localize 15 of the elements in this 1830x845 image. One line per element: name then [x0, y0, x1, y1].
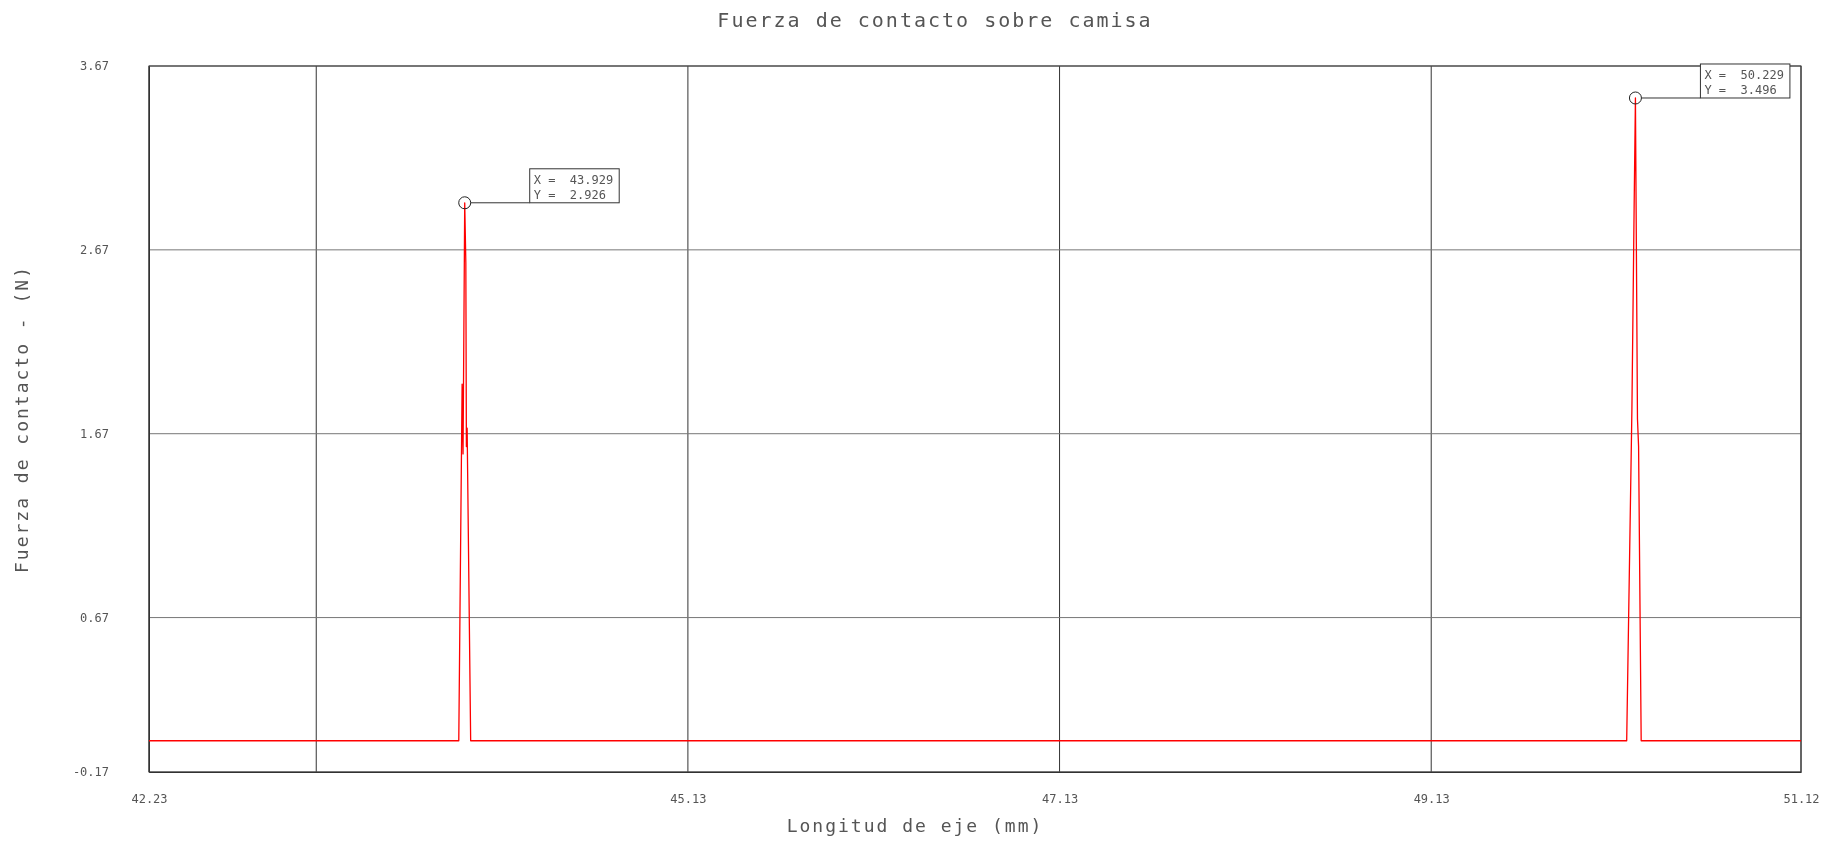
x-tick-label: 51.12 [1783, 791, 1820, 806]
annotation: X = 50.229 Y = 3.496 [1704, 67, 1784, 97]
y-tick-label: 2.67 [80, 243, 109, 258]
annotation: X = 43.929 Y = 2.926 [533, 172, 614, 202]
x-tick-label: 42.23 [131, 791, 168, 806]
y-axis-title: Fuerza de contacto - (N) [11, 264, 32, 574]
y-tick-label: 3.67 [80, 59, 109, 74]
y-tick-label: 1.67 [80, 427, 109, 442]
chart-title: Fuerza de contacto sobre camisa [717, 8, 1153, 32]
x-tick-label: 45.13 [670, 791, 707, 806]
x-tick-label: 49.13 [1413, 791, 1450, 806]
y-tick-label: -0.17 [72, 765, 109, 780]
x-axis-title: Longitud de eje (mm) [786, 815, 1044, 836]
y-tick-label: 0.67 [80, 610, 109, 625]
x-tick-label: 47.13 [1041, 791, 1079, 806]
